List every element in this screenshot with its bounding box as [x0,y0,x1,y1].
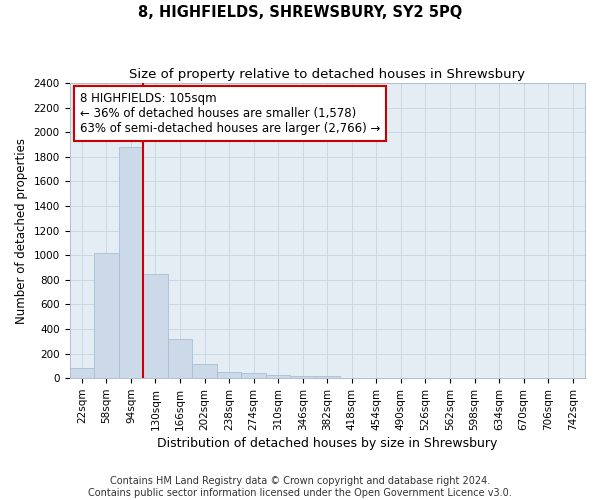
Bar [266,374,290,378]
X-axis label: Distribution of detached houses by size in Shrewsbury: Distribution of detached houses by size … [157,437,497,450]
Bar [119,147,143,378]
Bar [241,374,266,378]
Y-axis label: Number of detached properties: Number of detached properties [15,138,28,324]
Bar [94,253,119,378]
Bar [217,372,241,378]
Bar [192,364,217,378]
Bar [168,339,192,378]
Bar [315,376,340,378]
Bar [143,274,168,378]
Bar [70,368,94,378]
Bar [290,376,315,378]
Text: 8 HIGHFIELDS: 105sqm
← 36% of detached houses are smaller (1,578)
63% of semi-de: 8 HIGHFIELDS: 105sqm ← 36% of detached h… [80,92,380,135]
Text: 8, HIGHFIELDS, SHREWSBURY, SY2 5PQ: 8, HIGHFIELDS, SHREWSBURY, SY2 5PQ [138,5,462,20]
Title: Size of property relative to detached houses in Shrewsbury: Size of property relative to detached ho… [129,68,525,80]
Text: Contains HM Land Registry data © Crown copyright and database right 2024.
Contai: Contains HM Land Registry data © Crown c… [88,476,512,498]
